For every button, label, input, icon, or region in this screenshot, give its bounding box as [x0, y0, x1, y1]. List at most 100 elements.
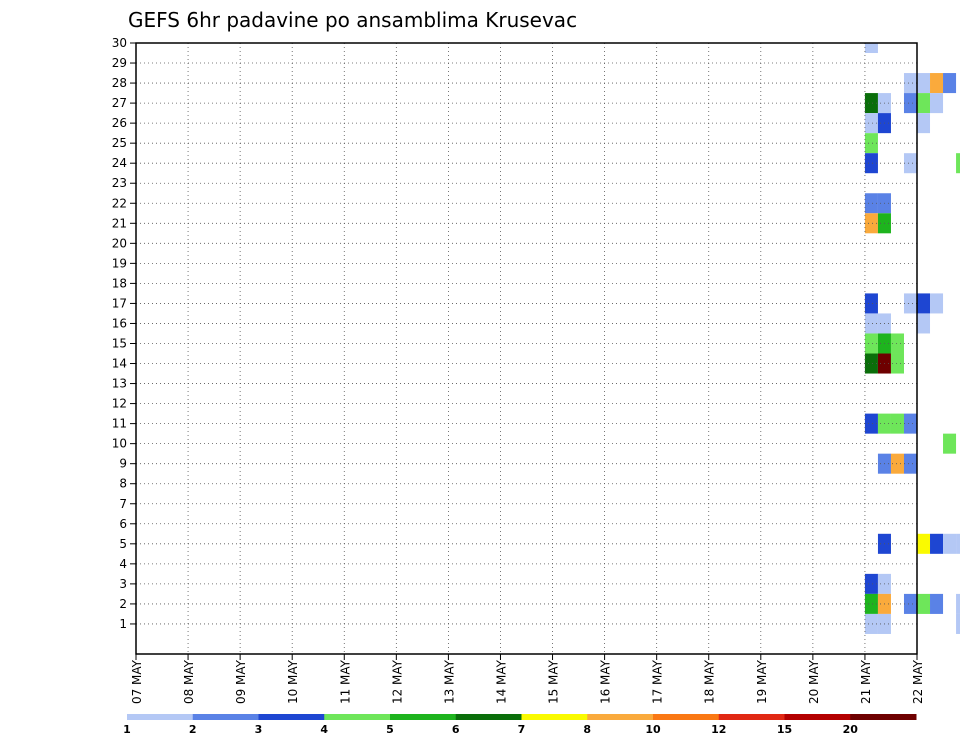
heatmap-cell	[890, 413, 904, 434]
legend-swatch	[258, 714, 325, 720]
heatmap-cell	[903, 413, 917, 434]
heatmap-cell	[864, 573, 878, 594]
y-tick-label: 10	[112, 437, 127, 451]
y-tick-label: 15	[112, 336, 127, 350]
legend-label: 6	[452, 723, 460, 736]
y-tick-label: 9	[119, 457, 127, 471]
y-tick-label: 3	[119, 577, 127, 591]
y-tick-label: 11	[112, 417, 127, 431]
heatmap-cell	[903, 93, 917, 114]
x-tick-label: 19 MAY	[755, 659, 769, 704]
legend-label: 2	[189, 723, 197, 736]
x-tick-label: 22 MAY	[911, 659, 925, 704]
heatmap-cell	[864, 213, 878, 234]
heatmap-cell	[917, 533, 931, 554]
legend-swatch	[784, 714, 851, 720]
heatmap-cell	[956, 533, 960, 554]
y-tick-label: 21	[112, 216, 127, 230]
cells-layer	[864, 43, 960, 634]
heatmap-cell	[864, 93, 878, 114]
y-tick-label: 23	[112, 176, 127, 190]
heatmap-cell	[930, 293, 944, 314]
x-tick-label: 09 MAY	[234, 659, 248, 704]
x-tick-label: 17 MAY	[651, 659, 665, 704]
heatmap-cell	[930, 593, 944, 614]
x-tick-label: 21 MAY	[859, 659, 873, 704]
legend-swatch	[521, 714, 588, 720]
y-tick-label: 7	[119, 497, 127, 511]
y-tick-label: 13	[112, 377, 127, 391]
legend-swatch	[718, 714, 785, 720]
x-tick-label: 08 MAY	[182, 659, 196, 704]
legend-swatch	[324, 714, 391, 720]
legend-swatch	[455, 714, 522, 720]
heatmap-cell	[890, 333, 904, 354]
y-tick-label: 26	[112, 116, 127, 130]
heatmap-cell	[864, 153, 878, 174]
x-axis: 07 MAY 08 MAY 09 MAY 10 MAY 11 MAY 12 MAY 13 M…	[130, 654, 925, 704]
heatmap-cell	[917, 593, 931, 614]
x-tick-label: 12 MAY	[390, 659, 404, 704]
heatmap-cell	[864, 353, 878, 374]
y-tick-label: 24	[112, 156, 127, 170]
legend-label: 5	[386, 723, 394, 736]
legend-label: 3	[255, 723, 263, 736]
x-tick-label: 13 MAY	[442, 659, 456, 704]
heatmap-cell	[903, 293, 917, 314]
legend-label: 7	[518, 723, 526, 736]
heatmap-cell	[864, 313, 878, 334]
heatmap-cell	[956, 593, 960, 614]
heatmap-cell	[864, 113, 878, 134]
heatmap-cell	[917, 293, 931, 314]
heatmap-cell	[943, 533, 957, 554]
x-tick-label: 11 MAY	[338, 659, 352, 704]
heatmap-cell	[930, 73, 944, 94]
heatmap-cell	[864, 413, 878, 434]
heatmap-cell	[864, 293, 878, 314]
legend-swatch	[653, 714, 720, 720]
heatmap-cell	[956, 153, 960, 174]
y-tick-label: 18	[112, 276, 127, 290]
y-tick-label: 14	[112, 357, 127, 371]
heatmap-cell	[917, 113, 931, 134]
heatmap-cell	[864, 333, 878, 354]
legend-label: 1	[123, 723, 131, 736]
legend-swatch	[390, 714, 457, 720]
x-tick-label: 16 MAY	[599, 659, 613, 704]
y-tick-label: 25	[112, 136, 127, 150]
y-tick-label: 5	[119, 537, 127, 551]
legend-label: 8	[583, 723, 591, 736]
heatmap-cell	[890, 353, 904, 374]
legend-swatch	[192, 714, 259, 720]
y-tick-label: 29	[112, 56, 127, 70]
chart-title: GEFS 6hr padavine po ansamblima Krusevac	[128, 8, 577, 32]
heatmap-cell	[864, 193, 878, 214]
y-tick-label: 6	[119, 517, 127, 531]
heatmap-cell	[864, 593, 878, 614]
x-tick-label: 14 MAY	[495, 659, 509, 704]
heatmap-cell	[864, 613, 878, 634]
y-tick-label: 8	[119, 477, 127, 491]
x-tick-label: 15 MAY	[547, 659, 561, 704]
heatmap-cell	[903, 453, 917, 474]
y-tick-label: 17	[112, 296, 127, 310]
y-tick-label: 19	[112, 256, 127, 270]
heatmap-cell	[864, 133, 878, 154]
y-tick-label: 22	[112, 196, 127, 210]
heatmap-cell	[917, 93, 931, 114]
y-tick-label: 4	[119, 557, 127, 571]
heatmap-cell	[943, 73, 957, 94]
legend-swatch	[127, 714, 194, 720]
y-tick-label: 27	[112, 96, 127, 110]
x-tick-label: 18 MAY	[703, 659, 717, 704]
heatmap-cell	[930, 93, 944, 114]
y-tick-label: 16	[112, 316, 127, 330]
color-legend: 1 2 3 4 5 6 7 8 10 12 15 20	[123, 714, 917, 736]
x-tick-label: 20 MAY	[807, 659, 821, 704]
x-tick-label: 10 MAY	[286, 659, 300, 704]
legend-label: 15	[777, 723, 792, 736]
y-tick-label: 1	[119, 617, 127, 631]
y-tick-label: 28	[112, 76, 127, 90]
legend-label: 10	[645, 723, 661, 736]
plot-frame	[135, 42, 918, 655]
